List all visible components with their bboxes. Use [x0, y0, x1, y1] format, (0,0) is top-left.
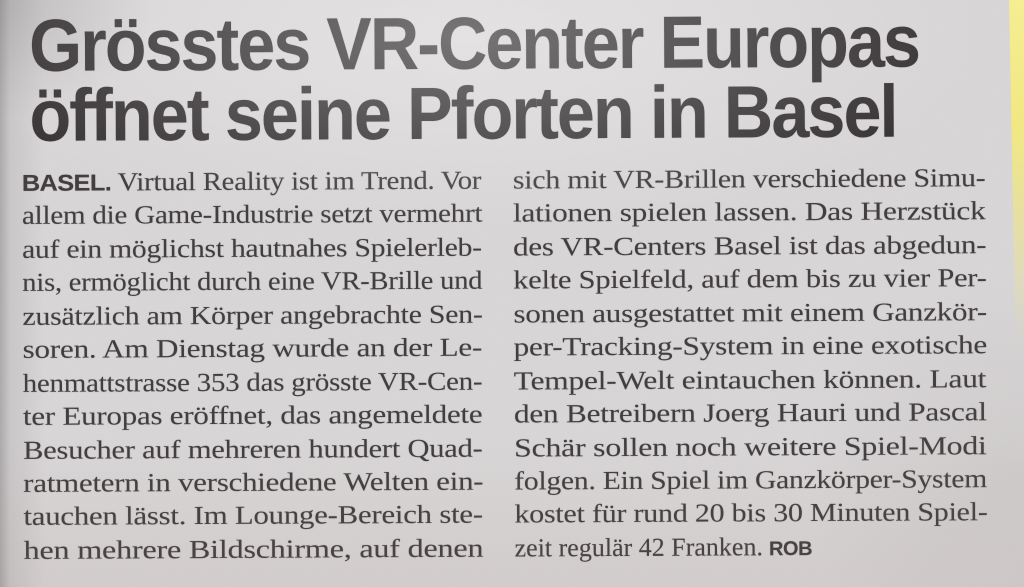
body-line: zusätzlich am Körper angebrachte Sen- [22, 297, 482, 333]
body-line-text: lationen spielen lassen. Das Herzstück [512, 196, 986, 228]
body-line-text: Besucher auf mehreren hundert Quad- [23, 433, 483, 465]
body-line: soren. Am Dienstag wurde an der Le- [23, 331, 483, 367]
body-line-text: hen mehrere Bildschirme, auf denen [23, 533, 484, 565]
body-line-text: henmattstrasse 353 das grösste VR-Cen- [22, 366, 483, 398]
newspaper-article: Grösstes VR-Center Europas öffnet seine … [22, 0, 1024, 567]
left-column-lines: allem die Game-Industrie setzt vermehrt a… [22, 197, 484, 567]
headline-line2: öffnet seine Pforten in Basel [29, 69, 897, 157]
body-line-text: allem die Game-Industrie setzt vermehrt [21, 199, 483, 231]
body-line-text: tauchen lässt. Im Lounge-Bereich ste- [23, 500, 483, 532]
body-line: sonen ausgestattet mit einem Ganzkör- [513, 295, 987, 331]
headline: Grösstes VR-Center Europas öffnet seine … [29, 0, 1024, 157]
body-line-text: auf ein möglichst hautnahes Spielerleb- [22, 232, 482, 264]
body-line: hen mehrere Bildschirme, auf denen [23, 531, 484, 567]
body-line: Schär sollen noch weitere Spiel-Modi [514, 429, 987, 465]
body-line-text: soren. Am Dienstag wurde an der Le- [22, 332, 483, 365]
body-line: Tempel-Welt eintauchen können. Laut [514, 362, 987, 398]
article-column-left: BASEL. Virtual Reality ist im Trend. Vor… [22, 164, 484, 567]
body-line-text: sonen ausgestattet mit einem Ganzkör- [513, 296, 987, 329]
body-line: des VR-Centers Basel ist das abgedun- [513, 228, 986, 264]
body-line-text: ter Europas eröffnet, das angemeldete [22, 399, 483, 431]
body-line: kostet für rund 20 bis 30 Minuten Spiel- [514, 496, 987, 532]
column-gutter [482, 163, 515, 564]
body-text: Virtual Reality ist im Trend. Vor [117, 165, 482, 197]
body-line: ter Europas eröffnet, das angemeldete [23, 398, 483, 434]
body-line: per-Tracking-System in eine exotische [513, 328, 988, 364]
body-line-text: per-Tracking-System in eine exotische [513, 330, 988, 362]
body-line: tauchen lässt. Im Lounge-Bereich ste- [23, 498, 483, 534]
body-line-text: zusätzlich am Körper angebrachte Sen- [22, 299, 483, 331]
body-line: lationen spielen lassen. Das Herzstück [513, 195, 986, 231]
body-line-text: BASEL. Virtual Reality ist im Trend. Vor [22, 164, 482, 201]
right-column-lines: sich mit VR-Brillen verschiedene Simu-la… [513, 161, 988, 531]
body-line-text: den Betreibern Joerg Hauri und Pascal [513, 397, 987, 429]
body-line: Besucher auf mehreren hundert Quad- [23, 431, 483, 467]
body-line-text: des VR-Centers Basel ist das abgedun- [513, 230, 987, 262]
body-line-text: Tempel-Welt eintauchen können. Laut [513, 363, 987, 396]
body-line-text: kelte Spielfeld, auf dem bis zu vier Per… [513, 263, 987, 295]
body-text: zeit regulär 42 Franken. [514, 532, 764, 563]
body-line: folgen. Ein Spiel im Ganzkörper-System [514, 462, 987, 498]
body-line-text: folgen. Ein Spiel im Ganzkörper-System [514, 464, 988, 496]
body-line: henmattstrasse 353 das grösste VR-Cen- [23, 364, 483, 400]
body-line-text: sich mit VR-Brillen verschiedene Simu- [512, 163, 986, 195]
article-body: BASEL. Virtual Reality ist im Trend. Vor… [22, 161, 1024, 567]
body-line-text: ratmetern in verschiedene Welten ein- [23, 466, 484, 498]
article-column-right: sich mit VR-Brillen verschiedene Simu-la… [513, 161, 988, 565]
headline-row: öffnet seine Pforten in Basel [29, 69, 1023, 157]
body-line: allem die Game-Industrie setzt vermehrt [21, 197, 483, 233]
byline: ROB [768, 537, 813, 561]
body-line-last: zeit regulär 42 Franken. ROB [514, 529, 987, 565]
body-line: ratmetern in verschiedene Welten ein- [23, 465, 483, 501]
dateline: BASEL. [21, 169, 112, 196]
body-line: den Betreibern Joerg Hauri und Pascal [514, 395, 987, 431]
body-line: BASEL. Virtual Reality ist im Trend. Vor [22, 164, 482, 200]
body-line-text: nis, ermöglicht durch eine VR-Brille und [22, 265, 483, 298]
body-line: auf ein möglichst hautnahes Spielerleb- [22, 231, 482, 267]
body-line-text: kostet für rund 20 bis 30 Minuten Spiel- [514, 497, 988, 529]
body-line-text: Schär sollen noch weitere Spiel-Modi [514, 430, 987, 462]
body-line: kelte Spielfeld, auf dem bis zu vier Per… [513, 261, 986, 297]
body-line: sich mit VR-Brillen verschiedene Simu- [513, 161, 986, 197]
body-line: nis, ermöglicht durch eine VR-Brille und [22, 264, 482, 300]
